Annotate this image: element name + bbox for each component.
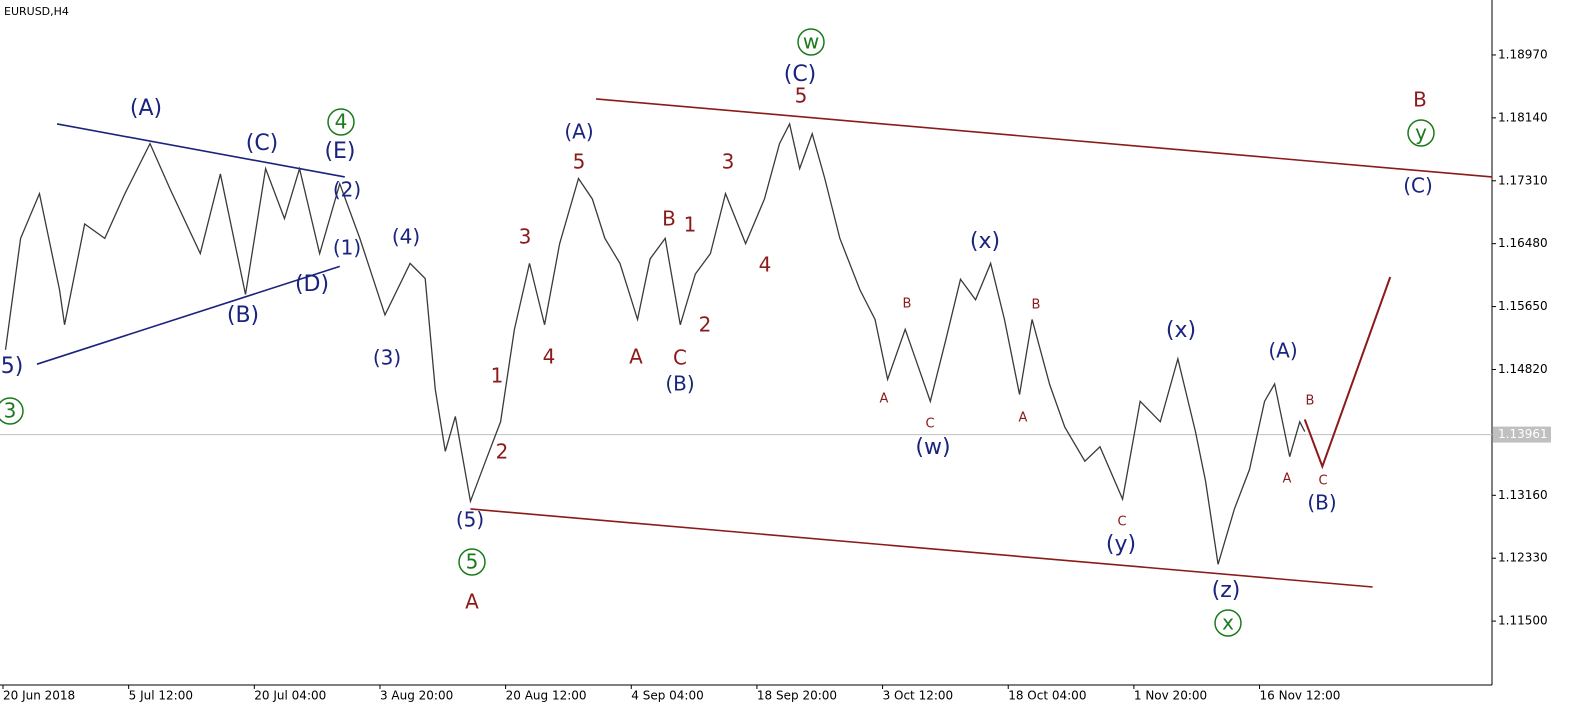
wave-label: 3: [4, 399, 17, 423]
wave-circle: [327, 108, 355, 136]
wave-label: 4: [335, 110, 348, 134]
wave-label: 2: [496, 440, 509, 464]
trend-line: [470, 508, 1373, 588]
x-tick-label: 1 Nov 20:00: [1134, 689, 1207, 703]
y-tick-label: 1.15650: [1498, 299, 1548, 313]
wave-label: (A): [130, 96, 162, 121]
wave-label: C: [925, 417, 934, 432]
wave-label: 3: [722, 150, 735, 174]
wave-label: 5: [573, 150, 586, 174]
wave-label: (x): [1166, 318, 1196, 343]
wave-label: (C): [784, 62, 817, 87]
wave-label: (1): [333, 236, 361, 260]
wave-label: C: [1318, 474, 1327, 489]
wave-label: (D): [295, 272, 329, 297]
wave-label: A: [1019, 411, 1028, 426]
x-tick-label: 3 Oct 12:00: [883, 689, 954, 703]
x-tick-label: 20 Aug 12:00: [506, 689, 587, 703]
wave-label: 3: [519, 225, 532, 249]
wave-label: A: [629, 345, 643, 369]
wave-label: 1: [684, 213, 697, 237]
wave-label: 2: [699, 313, 712, 337]
wave-label: C: [673, 346, 687, 370]
trend-line: [36, 265, 340, 365]
last-price-box: [1493, 426, 1551, 443]
wave-label: A: [1283, 472, 1292, 487]
wave-label: (B): [665, 372, 694, 396]
wave-label: (C): [246, 131, 279, 156]
wave-label: 5: [795, 84, 808, 108]
projection-line: [1303, 276, 1392, 470]
wave-label: y: [1415, 121, 1427, 145]
x-tick-label: 16 Nov 12:00: [1260, 689, 1341, 703]
wave-label: (A): [564, 120, 593, 144]
price-line: [4, 122, 1306, 565]
wave-label: (3): [373, 346, 401, 370]
trend-line: [596, 98, 1493, 178]
x-tick-label: 3 Aug 20:00: [380, 689, 453, 703]
wave-label: B: [1032, 298, 1041, 313]
y-tick-label: 1.17310: [1498, 173, 1548, 187]
y-tick-label: 1.18140: [1498, 110, 1548, 124]
wave-label: (E): [324, 139, 355, 164]
wave-label: x: [1222, 611, 1234, 635]
wave-circle: [458, 548, 486, 576]
x-tick-label: 18 Sep 20:00: [757, 689, 837, 703]
wave-label: (B): [1307, 491, 1336, 515]
wave-label: A: [880, 392, 889, 407]
wave-label: B: [662, 207, 676, 231]
x-tick-label: 5 Jul 12:00: [129, 689, 193, 703]
x-tick-label: 20 Jul 04:00: [254, 689, 326, 703]
wave-label: (B): [227, 303, 259, 328]
y-tick-label: 1.16480: [1498, 236, 1548, 250]
x-tick-label: 20 Jun 2018: [3, 689, 75, 703]
chart-title: EURUSD,H4: [4, 5, 69, 18]
y-tick-label: 1.14820: [1498, 362, 1548, 376]
y-tick-label: 1.12330: [1498, 551, 1548, 565]
wave-label: 5: [466, 550, 479, 574]
wave-label: 4: [543, 345, 556, 369]
wave-label: A: [465, 590, 479, 614]
x-tick-label: 18 Oct 04:00: [1008, 689, 1086, 703]
x-tick-label: 4 Sep 04:00: [631, 689, 703, 703]
wave-circle: [797, 28, 825, 56]
wave-label: (A): [1268, 339, 1297, 363]
wave-label: B: [903, 297, 912, 312]
wave-label: B: [1306, 394, 1315, 409]
y-tick-label: 1.13160: [1498, 488, 1548, 502]
wave-label: 5): [1, 354, 24, 379]
wave-label: (4): [392, 225, 420, 249]
wave-label: (w): [915, 435, 950, 460]
wave-label: B: [1413, 88, 1427, 112]
wave-label: C: [1117, 515, 1126, 530]
wave-label: 1: [491, 364, 504, 388]
wave-label: (z): [1212, 578, 1241, 603]
wave-circle: [1407, 119, 1435, 147]
wave-label: (5): [456, 508, 484, 532]
wave-label: (y): [1106, 532, 1136, 557]
wave-label: (2): [333, 178, 361, 202]
wave-label: w: [803, 30, 819, 54]
y-tick-label: 1.18970: [1498, 47, 1548, 61]
last-price-label: 1.13961: [1498, 427, 1548, 441]
trend-line: [56, 123, 345, 178]
wave-circle: [1214, 609, 1242, 637]
wave-circle: [0, 397, 24, 425]
y-tick-label: 1.11500: [1498, 614, 1548, 628]
wave-label: 4: [759, 253, 772, 277]
wave-label: (x): [970, 229, 1000, 254]
wave-label: (C): [1403, 174, 1433, 198]
